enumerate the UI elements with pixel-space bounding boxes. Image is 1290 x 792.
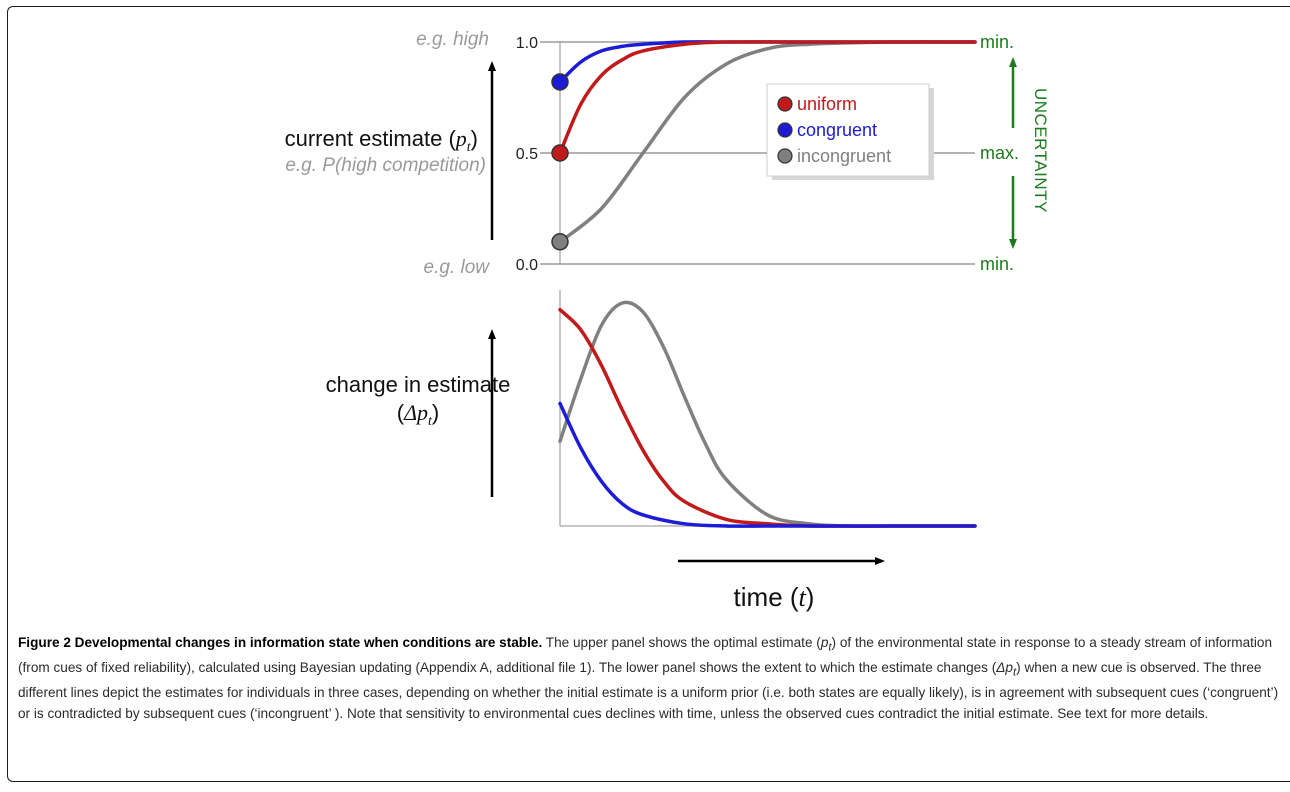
legend-marker-uniform bbox=[778, 97, 792, 111]
lower-ylabel-line1: change in estimate bbox=[326, 372, 511, 397]
lower-line-incongruent bbox=[560, 302, 975, 526]
upper-start-marker-incongruent bbox=[552, 234, 568, 250]
legend: uniform congruent incongruent bbox=[767, 84, 934, 180]
caption-text-1: The upper panel shows the optimal estima… bbox=[542, 635, 821, 650]
upper-ytick-05: 0.5 bbox=[516, 146, 538, 163]
right-tick-bottom: min. bbox=[980, 254, 1014, 274]
legend-marker-incongruent bbox=[778, 149, 792, 163]
upper-ytick-1: 1.0 bbox=[516, 35, 538, 52]
figure-chart: 1.0 0.5 0.0 e.g. high e.g. low e.g. P(hi… bbox=[0, 0, 1290, 630]
uncertainty-label: UNCERTAINTY bbox=[1031, 88, 1050, 213]
lower-line-congruent bbox=[560, 403, 975, 526]
upper-ytick-0: 0.0 bbox=[516, 257, 538, 274]
upper-bottom-example: e.g. low bbox=[424, 257, 491, 278]
upper-ylabel: current estimate (pt) bbox=[285, 126, 478, 155]
right-tick-top: min. bbox=[980, 32, 1014, 52]
lower-series-group bbox=[560, 302, 975, 526]
legend-label-incongruent: incongruent bbox=[797, 146, 891, 166]
right-tick-mid: max. bbox=[980, 143, 1019, 163]
figure-caption: Figure 2 Developmental changes in inform… bbox=[18, 633, 1280, 724]
upper-start-marker-uniform bbox=[552, 145, 568, 161]
lower-ylabel-line2: (Δpt) bbox=[397, 400, 439, 429]
x-axis-label: time (t) bbox=[734, 582, 815, 612]
legend-marker-congruent bbox=[778, 123, 792, 137]
lower-line-uniform bbox=[560, 310, 975, 526]
caption-title: Figure 2 Developmental changes in inform… bbox=[18, 635, 542, 650]
upper-start-marker-congruent bbox=[552, 74, 568, 90]
legend-label-uniform: uniform bbox=[797, 94, 857, 114]
upper-ylabel-example: e.g. P(high competition) bbox=[285, 155, 486, 176]
caption-dp-symbol: Δp bbox=[996, 660, 1013, 675]
legend-label-congruent: congruent bbox=[797, 120, 877, 140]
upper-top-example: e.g. high bbox=[416, 29, 489, 50]
